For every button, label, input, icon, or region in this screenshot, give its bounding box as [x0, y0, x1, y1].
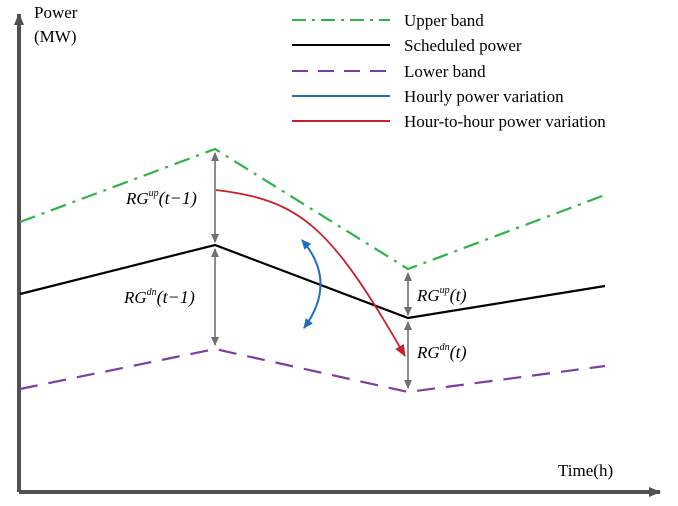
legend: Upper band Scheduled power Lower band Ho… [292, 11, 606, 131]
x-axis-label: Time(h) [558, 461, 613, 480]
hourly-variation-arrow [301, 239, 322, 329]
rg-dn-prev-label: RGdn(t−1) [123, 287, 195, 308]
hour-to-hour-variation-arrow [215, 189, 406, 357]
upper-band-line [19, 147, 606, 271]
y-axis-label-line2: (MW) [34, 27, 76, 46]
lower-band-line [19, 347, 606, 394]
legend-hour-to-hour-label: Hour-to-hour power variation [404, 112, 606, 131]
rg-up-curr-label: RGup(t) [416, 285, 467, 306]
rg-dn-curr-label: RGdn(t) [416, 342, 467, 363]
legend-hourly-label: Hourly power variation [404, 87, 564, 106]
legend-scheduled-label: Scheduled power [404, 36, 522, 55]
rg-up-prev-label: RGup(t−1) [125, 188, 197, 209]
legend-upper-label: Upper band [404, 11, 484, 30]
legend-lower-label: Lower band [404, 62, 486, 81]
y-axis-label-line1: Power [34, 3, 78, 22]
